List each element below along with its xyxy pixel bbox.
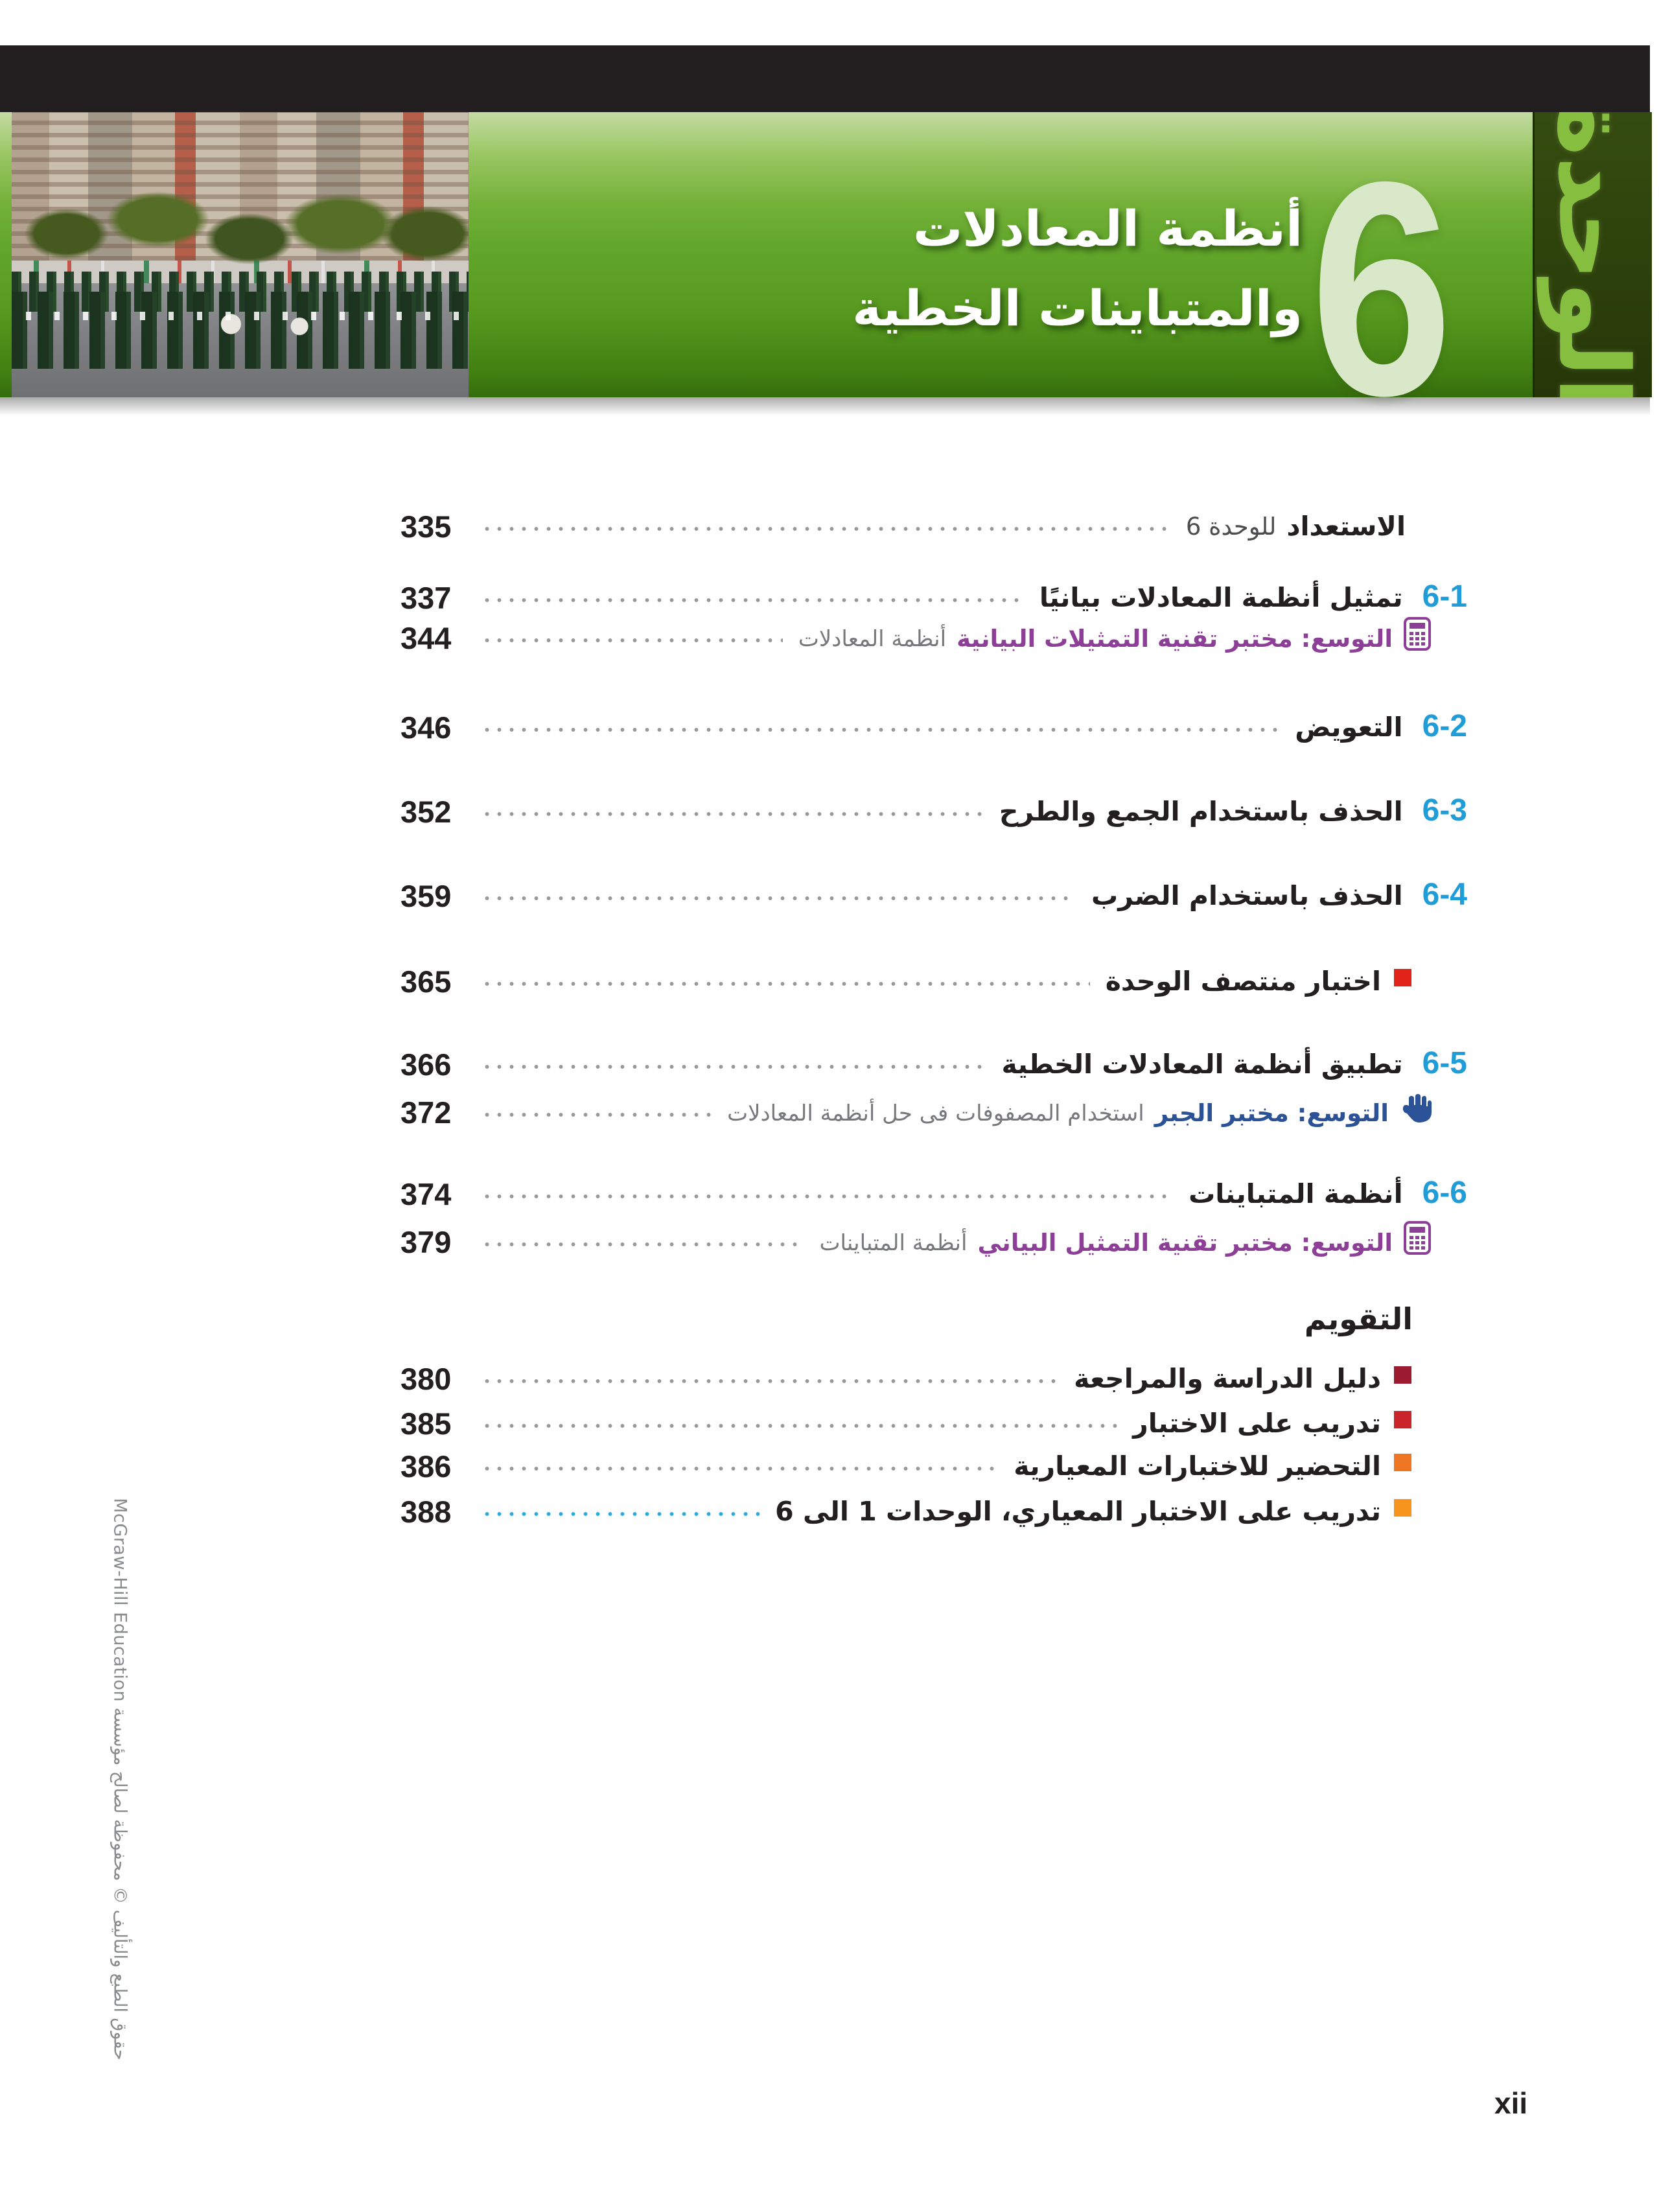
toc-entry-title: أنظمة المتباينات (1189, 1178, 1403, 1209)
dotted-leader (481, 980, 1090, 988)
side-calligraphy-text: الوحدة (1537, 112, 1649, 397)
toc-entry-title: التعويض (1295, 711, 1403, 743)
extend-description: أنظمة المعادلات (798, 626, 947, 652)
toc-row-lesson-6-6[interactable]: 6-6 أنظمة المتباينات 374 (400, 1159, 1467, 1211)
bullet-square-icon (1394, 1366, 1411, 1384)
top-black-bar (0, 45, 1650, 112)
photo-band-gloves (12, 312, 469, 321)
toc-row-standardized-test-prep[interactable]: التحضير للاختبارات المعيارية 386 (400, 1431, 1467, 1484)
dotted-leader (481, 1063, 986, 1071)
toc-section-assessment: التقويم (400, 1285, 1467, 1334)
side-calligraphy-strip: الوحدة (1533, 112, 1652, 397)
toc-page-number: 385 (400, 1406, 452, 1441)
toc-page-number: 352 (400, 794, 452, 829)
extend-label: التوسع: مختبر تقنية التمثيل البياني (977, 1229, 1393, 1257)
unit-title-line1: أنظمة المعادلات (912, 200, 1303, 257)
extend-label: التوسع: مختبر الجبر (1154, 1099, 1389, 1128)
lesson-number-badge: 6-4 (1422, 878, 1467, 913)
toc-entry-title: تمثيل أنظمة المعادلات بيانيًا (1039, 581, 1403, 613)
toc-page-number: 359 (400, 878, 452, 913)
extend-description: أنظمة المتباينات (819, 1230, 968, 1256)
toc-row-lesson-6-2[interactable]: 6-2 التعويض 346 (400, 692, 1467, 745)
toc-entry-title: تدريب على الاختبار المعياري، الوحدات 1 ا… (775, 1495, 1381, 1527)
photo-marching-band-near (12, 292, 469, 369)
toc-row-lesson-6-5[interactable]: 6-5 تطبيق أنظمة المعادلات الخطية 366 (400, 1029, 1467, 1082)
lesson-number-badge: 6-1 (1422, 579, 1467, 614)
toc-page-number: 379 (400, 1224, 452, 1259)
toc-row-lesson-6-3[interactable]: 6-3 الحذف باستخدام الجمع والطرح 352 (400, 776, 1467, 829)
unit-title-line2: والمتباينات الخطية (852, 279, 1303, 338)
banner-shadow (0, 397, 1650, 415)
toc-entry-title: تطبيق أنظمة المعادلات الخطية (1001, 1048, 1403, 1080)
hand-icon (1399, 1093, 1432, 1125)
bullet-square-icon (1394, 1454, 1411, 1471)
dotted-leader (481, 596, 1024, 604)
calculator-icon (1403, 617, 1432, 651)
unit-title: أنظمة المعادلات والمتباينات الخطية (852, 189, 1303, 348)
toc-entry-title: الحذف باستخدام الجمع والطرح (999, 795, 1403, 827)
extend-description: استخدام المصفوفات فى حل أنظمة المعادلات (727, 1100, 1144, 1126)
dotted-leader (481, 1465, 999, 1473)
toc-entry-title: دليل الدراسة والمراجعة (1074, 1362, 1381, 1394)
toc-row-mid-unit-test[interactable]: اختبار منتصف الوحدة 365 (400, 946, 1467, 999)
lesson-number-badge: 6-5 (1422, 1046, 1467, 1081)
bullet-square-icon (1394, 1411, 1411, 1428)
toc-page-number: 372 (400, 1095, 452, 1130)
toc-page-number: 335 (400, 509, 452, 544)
lesson-number-badge: 6-3 (1422, 793, 1467, 828)
toc-row-extend-graphing-tech-lab-2[interactable]: التوسع: مختبر تقنية التمثيل البياني أنظم… (400, 1207, 1467, 1259)
bullet-square-icon (1394, 969, 1411, 986)
lesson-number-badge: 6-2 (1422, 709, 1467, 744)
section-title: التقويم (1304, 1301, 1413, 1336)
toc-row-unit-readiness[interactable]: الاستعداد للوحدة 6 335 (400, 491, 1467, 544)
toc-row-lesson-6-4[interactable]: 6-4 الحذف باستخدام الضرب 359 (400, 861, 1467, 913)
parade-photo (12, 112, 469, 397)
dotted-leader (481, 1240, 804, 1248)
dotted-leader (481, 636, 783, 644)
toc-row-extend-algebra-lab[interactable]: التوسع: مختبر الجبر استخدام المصفوفات فى… (400, 1077, 1467, 1130)
dotted-leader (481, 525, 1170, 533)
toc-row-standardized-test-practice[interactable]: تدريب على الاختبار المعياري، الوحدات 1 ا… (400, 1476, 1467, 1529)
dotted-leader (481, 1422, 1118, 1430)
toc-row-study-guide[interactable]: دليل الدراسة والمراجعة 380 (400, 1344, 1467, 1396)
dotted-leader (481, 726, 1280, 734)
toc-page-number: 388 (400, 1494, 452, 1529)
toc-page-number: 386 (400, 1449, 452, 1484)
extend-label: التوسع: مختبر تقنية التمثيلات البيانية (957, 625, 1393, 653)
toc-page-number: 337 (400, 580, 452, 615)
toc-page-number: 365 (400, 964, 452, 999)
toc-page-number: 380 (400, 1361, 452, 1396)
toc-row-lesson-6-1[interactable]: 6-1 تمثيل أنظمة المعادلات بيانيًا 337 (400, 563, 1467, 615)
dotted-leader (481, 894, 1076, 902)
toc-page-number: 344 (400, 620, 452, 655)
copyright-text: حقوق الطبع والتأليف © محفوظة لصالح مؤسسة… (110, 1498, 130, 2060)
dotted-leader (481, 810, 984, 818)
toc-page-number: 374 (400, 1176, 452, 1211)
toc-entry-title: اختبار منتصف الوحدة (1105, 965, 1381, 997)
toc-entry-title: التحضير للاختبارات المعيارية (1014, 1450, 1381, 1482)
unit-number: 6 (1310, 119, 1453, 459)
toc-entry-title: تدريب على الاختبار (1133, 1407, 1381, 1439)
toc-entry-title: الحذف باستخدام الضرب (1091, 879, 1403, 911)
toc-page-number: 366 (400, 1047, 452, 1082)
dotted-leader (481, 1510, 760, 1518)
toc-entry-title: الاستعداد (1286, 510, 1406, 542)
dotted-leader (481, 1377, 1059, 1385)
bullet-square-icon (1394, 1499, 1411, 1517)
dotted-leader (481, 1111, 712, 1119)
unit-banner: أنظمة المعادلات والمتباينات الخطية 6 الو… (0, 112, 1652, 441)
toc-entry-subtitle: للوحدة 6 (1185, 513, 1277, 541)
page-number: xii (1494, 2086, 1528, 2120)
toc-row-practice-test[interactable]: تدريب على الاختبار 385 (400, 1388, 1467, 1441)
toc-page-number: 346 (400, 710, 452, 745)
calculator-icon (1403, 1221, 1432, 1255)
dotted-leader (481, 1193, 1174, 1200)
toc-row-extend-graphing-tech-lab[interactable]: التوسع: مختبر تقنية التمثيلات البيانية أ… (400, 603, 1467, 655)
lesson-number-badge: 6-6 (1422, 1176, 1467, 1211)
